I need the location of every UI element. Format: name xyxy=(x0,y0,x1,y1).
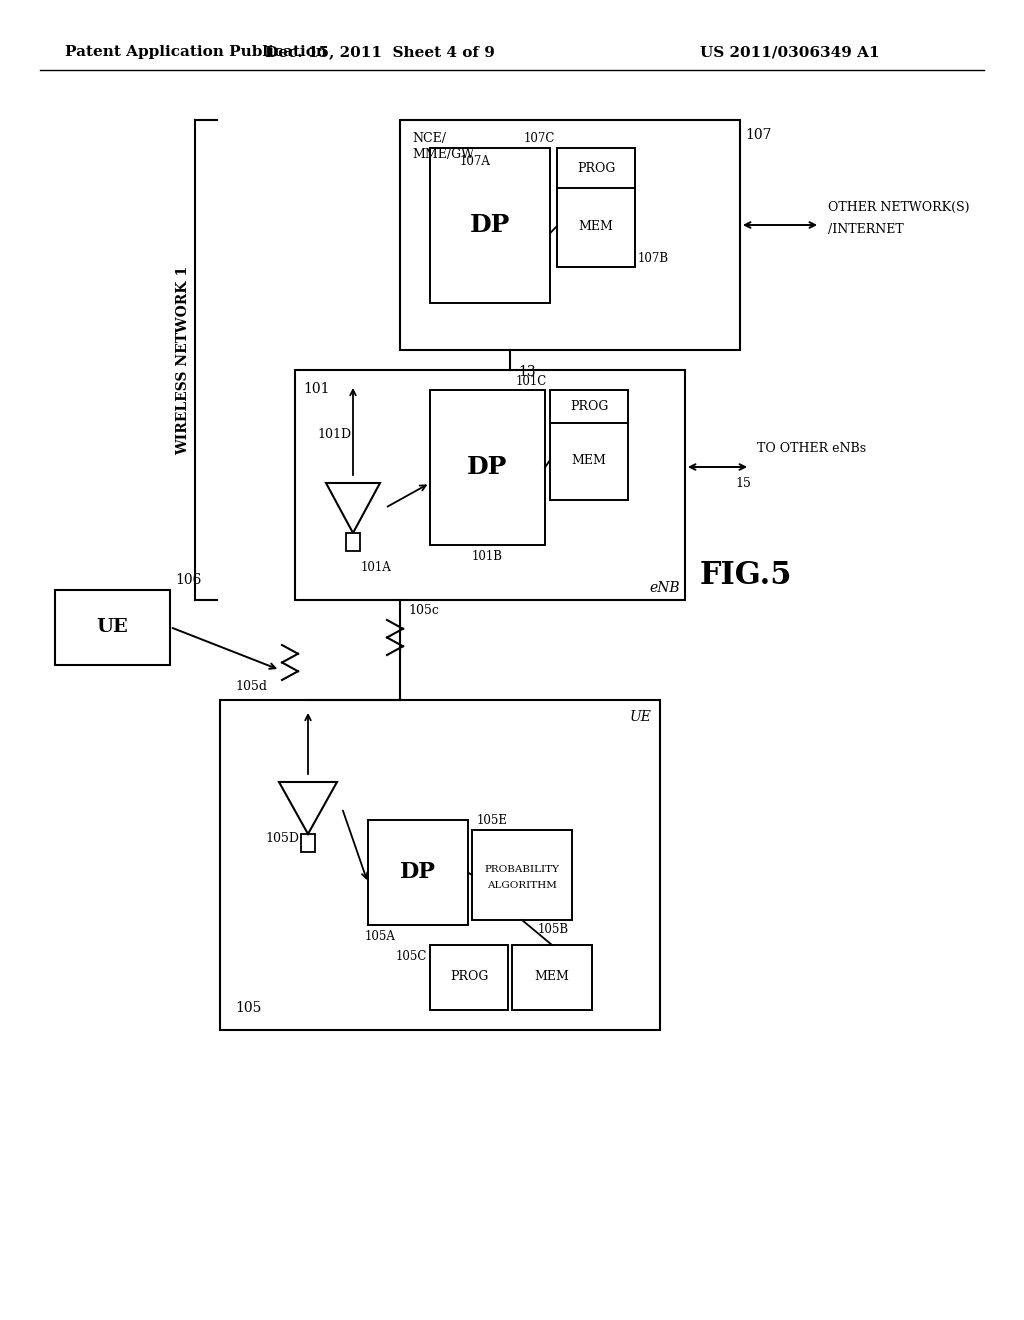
Bar xyxy=(472,830,572,920)
Text: 101B: 101B xyxy=(471,550,503,564)
Text: TO OTHER eNBs: TO OTHER eNBs xyxy=(757,442,866,455)
Text: MEM: MEM xyxy=(535,970,569,983)
Text: NCE/: NCE/ xyxy=(412,132,446,145)
Text: FIG.5: FIG.5 xyxy=(700,560,793,591)
Bar xyxy=(430,389,545,545)
Text: 101: 101 xyxy=(303,381,330,396)
Text: MME/GW: MME/GW xyxy=(412,148,474,161)
Bar xyxy=(557,148,635,187)
Text: 101A: 101A xyxy=(361,561,392,574)
Bar xyxy=(430,945,508,1010)
Bar xyxy=(550,420,628,500)
Text: 105C: 105C xyxy=(395,950,427,964)
Text: DP: DP xyxy=(470,213,510,238)
Text: 105A: 105A xyxy=(365,931,396,942)
Text: 107B: 107B xyxy=(638,252,669,265)
Bar xyxy=(557,185,635,267)
Text: UE: UE xyxy=(96,618,128,636)
Text: PROBABILITY: PROBABILITY xyxy=(484,866,559,874)
Text: 105d: 105d xyxy=(234,680,267,693)
Text: US 2011/0306349 A1: US 2011/0306349 A1 xyxy=(700,45,880,59)
Text: 101C: 101C xyxy=(516,375,547,388)
Bar xyxy=(220,700,660,1030)
Text: 105c: 105c xyxy=(408,603,439,616)
Text: 106: 106 xyxy=(175,573,202,587)
Text: 107: 107 xyxy=(745,128,771,143)
Text: 13: 13 xyxy=(518,366,536,379)
Bar xyxy=(346,533,360,550)
Text: PROG: PROG xyxy=(577,161,615,174)
Text: WIRELESS NETWORK 1: WIRELESS NETWORK 1 xyxy=(176,265,190,454)
Text: 107C: 107C xyxy=(523,132,555,145)
Text: DP: DP xyxy=(467,455,507,479)
Bar xyxy=(368,820,468,925)
Text: 105E: 105E xyxy=(477,814,508,828)
Text: OTHER NETWORK(S): OTHER NETWORK(S) xyxy=(828,201,970,214)
Text: UE: UE xyxy=(630,710,652,723)
Text: 105D: 105D xyxy=(265,832,299,845)
Text: eNB: eNB xyxy=(649,581,680,595)
Text: PROG: PROG xyxy=(569,400,608,412)
Text: 15: 15 xyxy=(735,477,751,490)
Text: DP: DP xyxy=(400,861,436,883)
Text: Patent Application Publication: Patent Application Publication xyxy=(65,45,327,59)
Text: 105: 105 xyxy=(234,1001,261,1015)
Text: MEM: MEM xyxy=(571,454,606,466)
Text: 107A: 107A xyxy=(460,154,490,168)
Bar xyxy=(512,945,592,1010)
Text: ALGORITHM: ALGORITHM xyxy=(487,880,557,890)
Text: 105B: 105B xyxy=(538,923,569,936)
Text: 101D: 101D xyxy=(317,429,351,441)
Text: /INTERNET: /INTERNET xyxy=(828,223,904,235)
Text: Dec. 15, 2011  Sheet 4 of 9: Dec. 15, 2011 Sheet 4 of 9 xyxy=(265,45,495,59)
Text: MEM: MEM xyxy=(579,219,613,232)
Bar xyxy=(550,389,628,422)
Bar xyxy=(430,148,550,304)
Text: PROG: PROG xyxy=(450,970,488,983)
Bar xyxy=(295,370,685,601)
Bar xyxy=(301,834,315,851)
Bar xyxy=(400,120,740,350)
Bar xyxy=(55,590,170,665)
